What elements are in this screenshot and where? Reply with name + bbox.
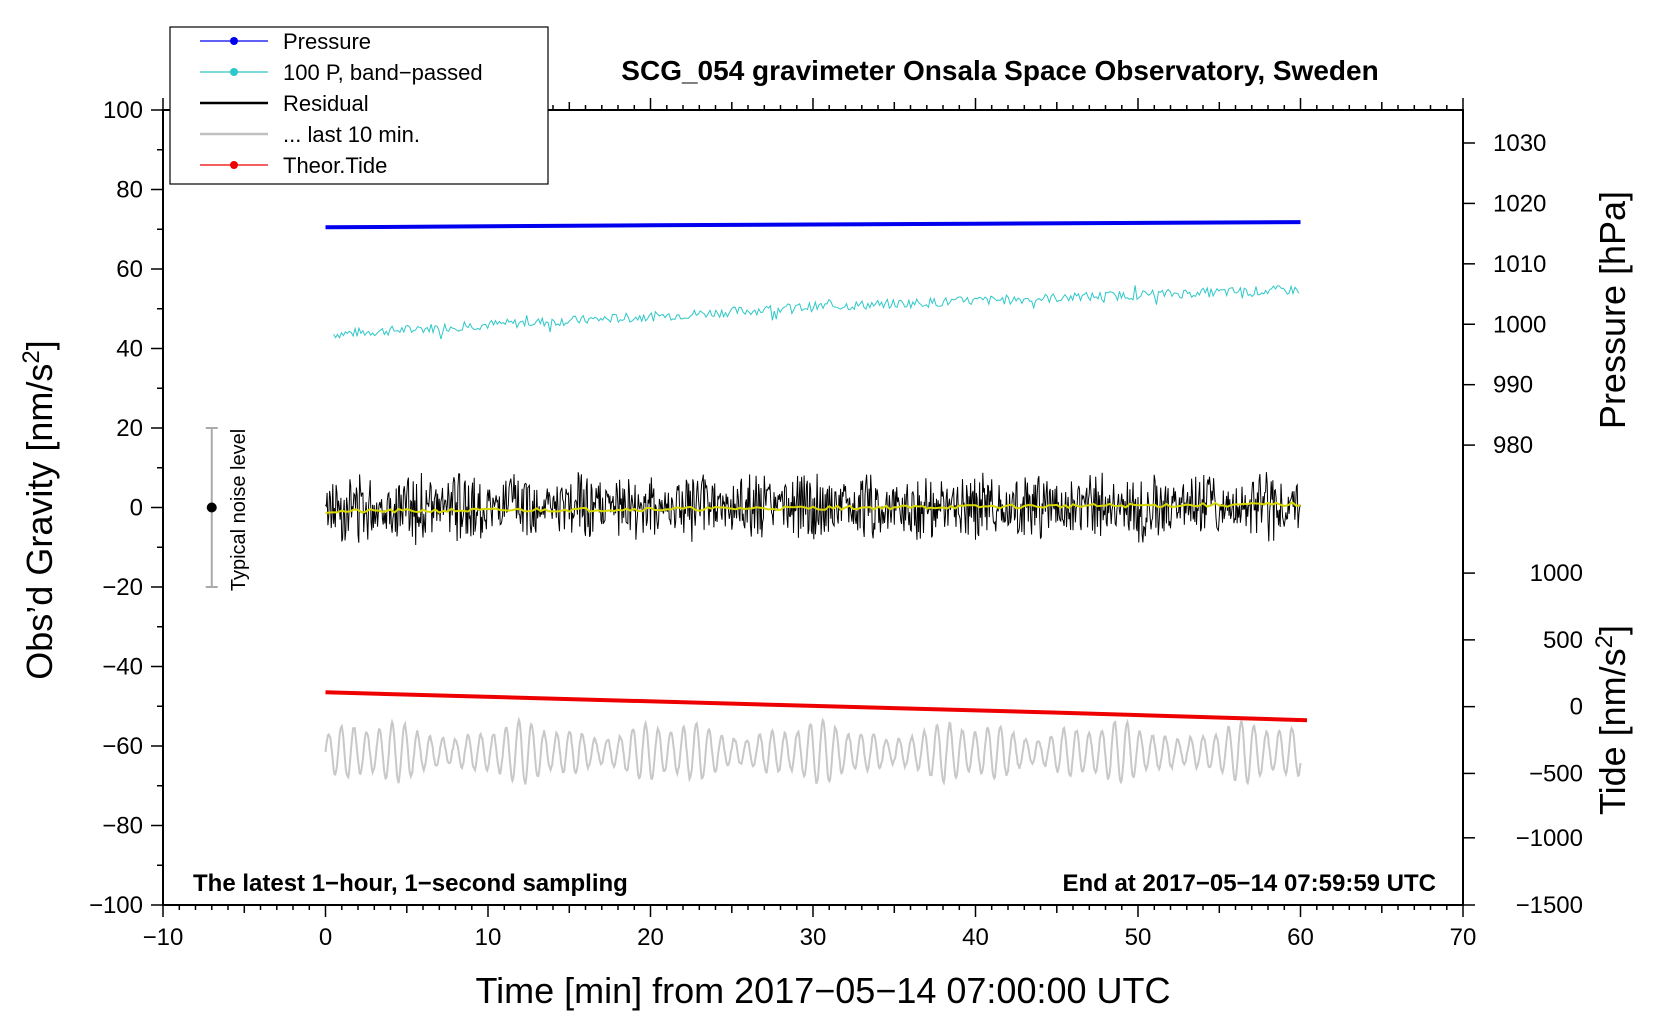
y-axis-label-pressure: Pressure [hPa] (1592, 191, 1633, 429)
smoothed-residual-series (325, 501, 1301, 515)
y-tick-label: 100 (103, 97, 143, 124)
pressure-tick-label: 1020 (1493, 190, 1546, 217)
legend-label: Pressure (283, 29, 371, 54)
y-tick-label: −80 (102, 813, 143, 840)
ticks-layer: −10 0 10 20 30 40 50 60 70100806040200−20−40−60−… (89, 97, 1583, 951)
legend-label: ... last 10 min. (283, 122, 420, 147)
tide-tick-label: 1000 (1530, 560, 1583, 587)
tide-tick-label: 0 (1570, 694, 1583, 721)
y-tick-label: 60 (116, 256, 143, 283)
y-tick-label: 0 (130, 495, 143, 522)
y-axis-label-left-close: ] (19, 340, 60, 350)
last-10-min-series (324, 716, 1302, 786)
y-axis-label-tide-text: Tide [nm/s (1592, 648, 1633, 815)
x-tick-label: 40 (962, 924, 989, 951)
band-passed-series (333, 284, 1300, 340)
y-axis-label-tide-sup: 2 (1591, 635, 1618, 648)
x-tick-label: −10 (143, 924, 184, 951)
y-tick-label: 80 (116, 177, 143, 204)
y-tick-label: 20 (116, 415, 143, 442)
tide-tick-label: −1500 (1516, 892, 1583, 919)
x-tick-label: 70 (1450, 924, 1477, 951)
y-tick-label: −40 (102, 654, 143, 681)
y-axis-label-tide: Tide [nm/s2] (1591, 625, 1634, 815)
residual-series (325, 472, 1301, 546)
y-tick-label: −60 (102, 733, 143, 760)
pressure-tick-label: 1000 (1493, 311, 1546, 338)
x-tick-label: 50 (1125, 924, 1152, 951)
legend-label: Theor.Tide (283, 153, 387, 178)
y-tick-label: −100 (89, 892, 143, 919)
tide-tick-label: 500 (1543, 627, 1583, 654)
noise-level-label: Typical noise level (228, 429, 250, 591)
x-tick-label: 10 (475, 924, 502, 951)
x-tick-label: 20 (637, 924, 664, 951)
x-axis-label: Time [min] from 2017−05−14 07:00:00 UTC (475, 970, 1170, 1011)
pressure-tick-label: 1030 (1493, 130, 1546, 157)
chart-title: SCG_054 gravimeter Onsala Space Observat… (621, 55, 1378, 86)
pressure-tick-label: 1010 (1493, 251, 1546, 278)
y-axis-label-left-text: Obs’d Gravity [nm/s (19, 364, 60, 680)
x-tick-label: 0 (319, 924, 332, 951)
x-tick-label: 60 (1287, 924, 1314, 951)
y-axis-label-tide-close: ] (1592, 625, 1633, 635)
legend-box (169, 26, 549, 185)
legend-marker (230, 37, 238, 45)
pressure-tick-label: 980 (1493, 432, 1533, 459)
pressure-tick-label: 990 (1493, 372, 1533, 399)
note-right: End at 2017−05−14 07:59:59 UTC (1062, 870, 1436, 897)
y-axis-label-left-sup: 2 (18, 350, 45, 363)
tide-tick-label: −1000 (1516, 825, 1583, 852)
legend-marker (230, 161, 238, 169)
legend: Pressure 100 P, band−passed Residual ... la… (169, 26, 549, 185)
noise-center-dot (206, 502, 217, 513)
legend-label: Residual (283, 91, 369, 116)
theor-tide-series (325, 690, 1308, 723)
axis-tick-marks (151, 98, 1464, 917)
tide-tick-label: −500 (1529, 760, 1583, 787)
pressure-series (325, 220, 1301, 230)
y-axis-label-left: Obs’d Gravity [nm/s2] (18, 340, 61, 679)
y-tick-label: −20 (102, 574, 143, 601)
legend-marker (230, 68, 238, 76)
note-left: The latest 1−hour, 1−second sampling (193, 870, 628, 897)
x-tick-label: 30 (800, 924, 827, 951)
series-layer (205, 220, 1308, 786)
legend-label: 100 P, band−passed (283, 60, 483, 85)
y-tick-label: 40 (116, 336, 143, 363)
